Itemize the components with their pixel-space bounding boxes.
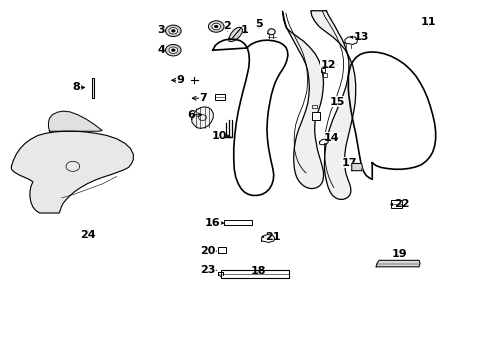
Text: 24: 24 — [80, 230, 95, 239]
Polygon shape — [191, 107, 213, 129]
Text: 4: 4 — [157, 45, 165, 55]
Circle shape — [214, 25, 218, 28]
Text: 20: 20 — [200, 246, 215, 256]
Circle shape — [165, 25, 181, 37]
Circle shape — [171, 30, 175, 32]
Bar — [311, 105, 316, 108]
Text: 1: 1 — [240, 25, 248, 35]
Text: 3: 3 — [158, 25, 165, 35]
Circle shape — [168, 47, 177, 53]
Text: 9: 9 — [176, 75, 183, 85]
Bar — [311, 112, 319, 120]
Text: 11: 11 — [420, 17, 436, 27]
Bar — [322, 73, 327, 77]
Polygon shape — [310, 11, 355, 199]
Polygon shape — [48, 111, 102, 131]
Text: 5: 5 — [255, 19, 263, 29]
Text: 15: 15 — [329, 97, 344, 107]
Bar — [217, 247, 226, 253]
Bar — [215, 94, 224, 100]
Text: 8: 8 — [72, 82, 80, 93]
Circle shape — [171, 49, 175, 51]
Circle shape — [208, 21, 224, 32]
Text: 22: 22 — [393, 199, 408, 210]
Text: 16: 16 — [204, 218, 220, 228]
Circle shape — [165, 44, 181, 56]
Text: 7: 7 — [199, 93, 206, 103]
Text: 10: 10 — [211, 131, 226, 141]
Text: 21: 21 — [264, 232, 280, 242]
Text: 14: 14 — [323, 133, 338, 143]
Text: 19: 19 — [391, 248, 407, 258]
Text: 12: 12 — [320, 59, 335, 69]
Text: 18: 18 — [250, 266, 265, 276]
Circle shape — [168, 28, 177, 34]
Bar — [320, 68, 325, 72]
Bar — [221, 270, 289, 278]
Text: 6: 6 — [186, 110, 194, 120]
Polygon shape — [92, 78, 94, 98]
Polygon shape — [282, 12, 323, 189]
Polygon shape — [351, 163, 362, 171]
Text: 2: 2 — [223, 21, 231, 31]
Bar — [390, 200, 402, 208]
Circle shape — [211, 23, 220, 30]
Polygon shape — [11, 131, 133, 213]
Text: 13: 13 — [353, 32, 368, 42]
Polygon shape — [228, 27, 242, 41]
Text: 23: 23 — [200, 265, 215, 275]
Polygon shape — [375, 260, 419, 267]
Bar — [224, 220, 252, 225]
Text: 17: 17 — [341, 158, 356, 168]
